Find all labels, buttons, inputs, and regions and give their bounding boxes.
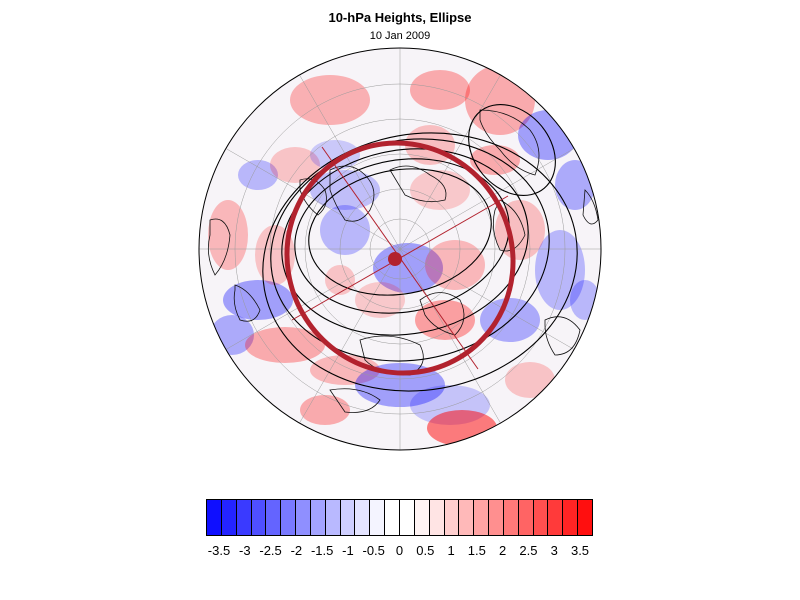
colorbar-swatch — [444, 500, 460, 535]
colorbar-swatch — [548, 500, 564, 535]
colorbar-tick-label: -3 — [239, 543, 251, 558]
colorbar-tick-label: 2.5 — [519, 543, 538, 558]
anomaly-patch — [310, 170, 380, 210]
meridian-line — [222, 146, 401, 250]
meridian-line — [297, 71, 401, 250]
anomaly-patch — [325, 265, 355, 295]
colorbar-swatch — [385, 500, 400, 535]
colorbar-swatch — [207, 500, 222, 535]
meridian-line — [399, 248, 503, 427]
lat-lon-grid — [199, 48, 601, 450]
colorbar-tick-label: 2 — [499, 543, 507, 558]
anomaly-patch — [320, 205, 370, 255]
colorbar-tick-label: 1.5 — [467, 543, 486, 558]
colorbar-swatch — [533, 500, 549, 535]
colorbar-swatch — [296, 500, 311, 535]
meridian-line — [297, 248, 401, 427]
coastline — [329, 388, 381, 413]
vortex-ellipse — [284, 140, 516, 376]
colorbar-swatch — [325, 500, 341, 535]
plot-date: 10 Jan 2009 — [369, 30, 431, 42]
anomaly-patch — [310, 355, 380, 385]
colorbar-swatch — [310, 500, 326, 535]
coastline — [582, 189, 599, 225]
colorbar-labels: -3.5 -3 -2.5 -2 -1.5 -1 -0.5 0 0.5 1 1.5 2 2.5 3 3.5 — [0, 543, 800, 563]
colorbar-swatch — [251, 500, 267, 535]
anomaly-patch — [290, 75, 370, 125]
coastline — [479, 109, 540, 176]
anomaly-patch — [410, 70, 470, 110]
anomaly-patch — [535, 230, 585, 310]
anomaly-patch — [255, 225, 295, 285]
colorbar-swatch — [370, 500, 386, 535]
height-contour — [308, 168, 492, 296]
coastline — [233, 284, 261, 322]
coastline — [544, 316, 581, 356]
colorbar-tick-label: 1 — [447, 543, 455, 558]
colorbar-swatch — [355, 500, 371, 535]
meridian-line — [222, 248, 401, 352]
meridian-line — [399, 71, 503, 250]
globe-border — [198, 47, 602, 451]
colorbar-swatch — [340, 500, 356, 535]
colorbar-tick-label: -2 — [290, 543, 303, 558]
meridian-line — [399, 146, 578, 250]
colorbar-tick-label: 3.5 — [570, 543, 590, 558]
anomaly-patch — [410, 170, 470, 210]
height-contour — [262, 132, 578, 392]
anomaly-patch — [300, 395, 350, 425]
colorbar-tick-label: -1.5 — [310, 543, 334, 558]
colorbar-tick-label: -0.5 — [362, 543, 385, 558]
anomaly-patch — [238, 160, 278, 190]
colorbar-swatch — [429, 500, 445, 535]
colorbar-tick-label: -3.5 — [207, 543, 231, 558]
colorbar-swatch — [518, 500, 534, 535]
colorbar-swatch — [236, 500, 252, 535]
colorbar-swatch — [281, 500, 297, 535]
coastline — [419, 292, 465, 336]
height-contour — [468, 104, 556, 196]
colorbar-swatch — [266, 500, 282, 535]
colorbar-swatch — [563, 500, 579, 535]
height-contour — [294, 158, 510, 314]
colorbar-swatch — [578, 500, 592, 535]
colorbar-tick-label: 0.5 — [416, 543, 435, 558]
colorbar-swatch — [503, 500, 519, 535]
anomaly-patch — [570, 280, 600, 320]
meridian-line — [399, 248, 578, 352]
anomaly-patch — [245, 327, 325, 363]
plot-title: 10-hPa Heights, Ellipse — [328, 10, 472, 25]
anomaly-patch — [223, 280, 293, 320]
anomaly-patch — [555, 160, 595, 210]
colorbar-swatch — [414, 500, 430, 535]
colorbar-swatch — [459, 500, 475, 535]
colorbar-swatch — [399, 500, 415, 535]
coastline — [207, 218, 231, 276]
colorbar — [206, 499, 593, 536]
colorbar-swatch — [489, 500, 504, 535]
anomaly-patch — [505, 362, 555, 398]
anomaly-patch — [208, 200, 248, 270]
anomaly-patch — [415, 300, 475, 340]
colorbar-tick-label: 0 — [395, 543, 404, 558]
anomaly-patch — [270, 147, 320, 183]
height-contour — [281, 148, 529, 336]
colorbar-tick-label: 3 — [550, 543, 558, 558]
ellipse-center-marker — [388, 252, 402, 266]
anomaly-patch — [355, 282, 405, 318]
colorbar-swatch — [474, 500, 490, 535]
coastline — [329, 165, 375, 222]
colorbar-tick-label: -1 — [342, 543, 354, 558]
coastline — [389, 165, 447, 203]
colorbar-tick-label: -2.5 — [259, 543, 282, 558]
colorbar-swatch — [221, 500, 237, 535]
anomaly-patch — [425, 240, 485, 290]
